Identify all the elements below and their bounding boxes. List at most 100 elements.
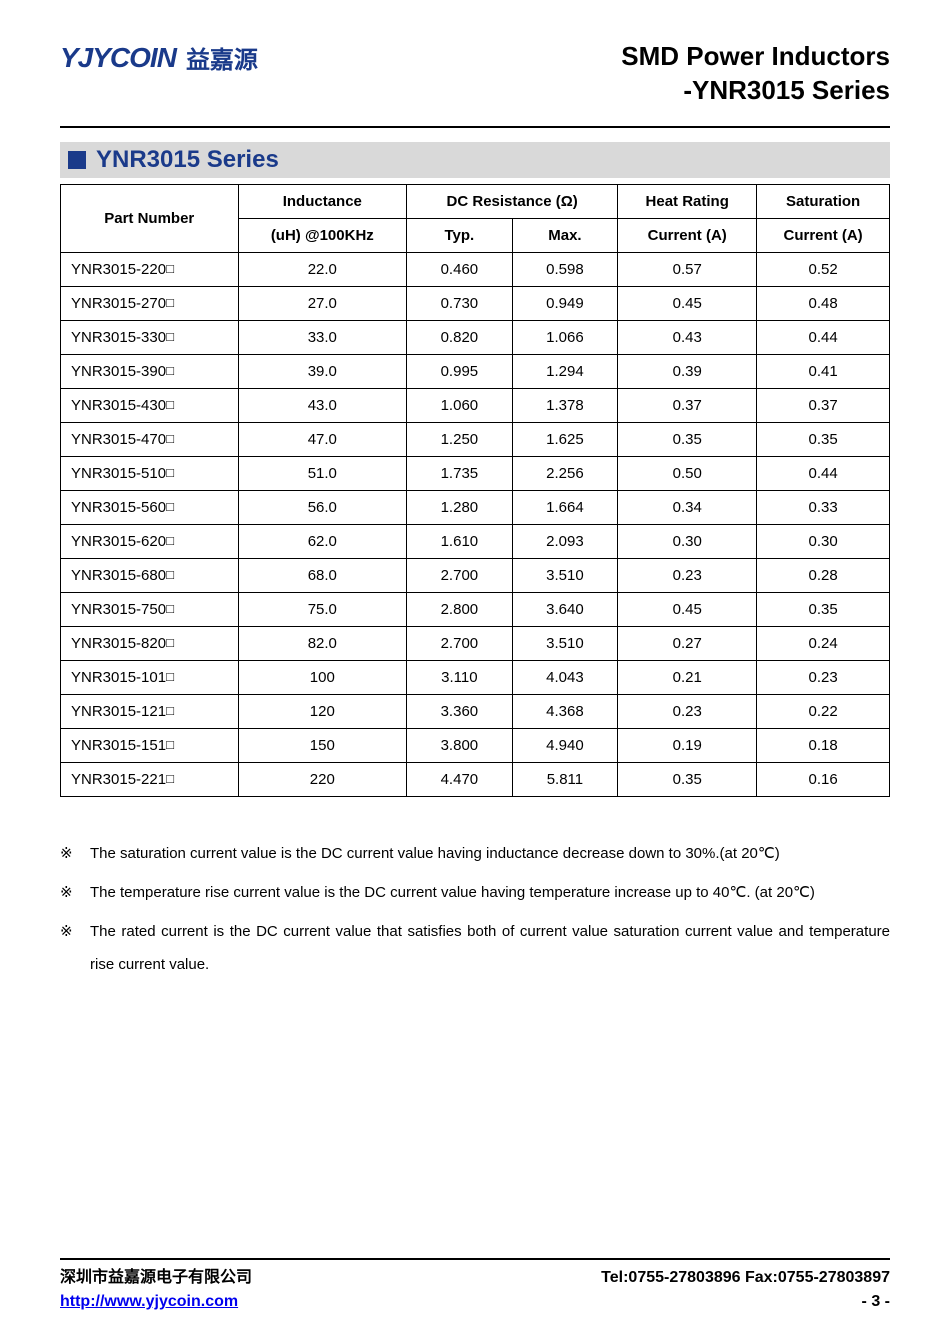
cell-part-number: YNR3015-121□	[61, 694, 239, 728]
footer-divider	[60, 1258, 890, 1260]
cell-heat: 0.23	[618, 694, 757, 728]
cell-typ: 0.820	[407, 320, 513, 354]
cell-typ: 2.800	[407, 592, 513, 626]
cell-ind: 27.0	[238, 286, 407, 320]
col-part-number: Part Number	[61, 184, 239, 252]
footer-page-number: - 3 -	[862, 1290, 890, 1314]
cell-sat: 0.33	[757, 490, 890, 524]
doc-title: SMD Power Inductors -YNR3015 Series	[621, 40, 890, 108]
cell-heat: 0.30	[618, 524, 757, 558]
note-item: ※The temperature rise current value is t…	[60, 876, 890, 909]
col-dcr-max: Max.	[512, 218, 618, 252]
cell-part-number: YNR3015-101□	[61, 660, 239, 694]
cell-heat: 0.35	[618, 762, 757, 796]
spec-table: Part Number Inductance DC Resistance (Ω)…	[60, 184, 890, 797]
header-divider	[60, 126, 890, 128]
cell-sat: 0.44	[757, 320, 890, 354]
cell-ind: 100	[238, 660, 407, 694]
cell-part-number: YNR3015-470□	[61, 422, 239, 456]
cell-ind: 47.0	[238, 422, 407, 456]
cell-heat: 0.45	[618, 592, 757, 626]
note-text: The saturation current value is the DC c…	[90, 837, 890, 870]
cell-heat: 0.27	[618, 626, 757, 660]
cell-ind: 56.0	[238, 490, 407, 524]
cell-part-number: YNR3015-750□	[61, 592, 239, 626]
cell-part-number: YNR3015-151□	[61, 728, 239, 762]
note-text: The rated current is the DC current valu…	[90, 915, 890, 981]
notes-section: ※ The saturation current value is the DC …	[60, 837, 890, 981]
cell-max: 1.066	[512, 320, 618, 354]
cell-max: 1.664	[512, 490, 618, 524]
cell-max: 3.510	[512, 626, 618, 660]
cell-sat: 0.22	[757, 694, 890, 728]
cell-max: 2.256	[512, 456, 618, 490]
cell-typ: 4.470	[407, 762, 513, 796]
cell-sat: 0.48	[757, 286, 890, 320]
table-row: YNR3015-750□75.02.8003.6400.450.35	[61, 592, 890, 626]
series-header-bar: YNR3015 Series	[60, 142, 890, 178]
cell-part-number: YNR3015-680□	[61, 558, 239, 592]
cell-ind: 39.0	[238, 354, 407, 388]
title-line-1: SMD Power Inductors	[621, 40, 890, 74]
cell-max: 4.043	[512, 660, 618, 694]
logo-cn: 益嘉源	[186, 40, 258, 75]
cell-typ: 1.250	[407, 422, 513, 456]
cell-max: 2.093	[512, 524, 618, 558]
cell-heat: 0.45	[618, 286, 757, 320]
table-row: YNR3015-620□62.01.6102.0930.300.30	[61, 524, 890, 558]
cell-max: 1.294	[512, 354, 618, 388]
cell-max: 0.949	[512, 286, 618, 320]
cell-typ: 1.060	[407, 388, 513, 422]
title-line-2: -YNR3015 Series	[621, 74, 890, 108]
cell-heat: 0.43	[618, 320, 757, 354]
note-mark: ※	[60, 915, 90, 981]
cell-part-number: YNR3015-510□	[61, 456, 239, 490]
footer-contact: Tel:0755-27803896 Fax:0755-27803897	[601, 1266, 890, 1290]
cell-typ: 3.800	[407, 728, 513, 762]
cell-typ: 0.460	[407, 252, 513, 286]
spec-table-body: YNR3015-220□22.00.4600.5980.570.52YNR301…	[61, 252, 890, 796]
cell-typ: 1.280	[407, 490, 513, 524]
cell-part-number: YNR3015-270□	[61, 286, 239, 320]
note-item: ※The saturation current value is the DC …	[60, 837, 890, 870]
table-row: YNR3015-510□51.01.7352.2560.500.44	[61, 456, 890, 490]
cell-max: 1.378	[512, 388, 618, 422]
spec-table-head: Part Number Inductance DC Resistance (Ω)…	[61, 184, 890, 252]
logo: YJYCOIN 益嘉源	[60, 40, 258, 75]
cell-typ: 2.700	[407, 626, 513, 660]
cell-typ: 1.610	[407, 524, 513, 558]
table-row: YNR3015-151□1503.8004.9400.190.18	[61, 728, 890, 762]
cell-max: 3.510	[512, 558, 618, 592]
cell-max: 1.625	[512, 422, 618, 456]
cell-ind: 120	[238, 694, 407, 728]
cell-typ: 3.360	[407, 694, 513, 728]
table-row: YNR3015-430□43.01.0601.3780.370.37	[61, 388, 890, 422]
col-heat-bottom: Current (A)	[618, 218, 757, 252]
col-dcr: DC Resistance (Ω)	[407, 184, 618, 218]
table-row: YNR3015-470□47.01.2501.6250.350.35	[61, 422, 890, 456]
page-footer: 深圳市益嘉源电子有限公司 Tel:0755-27803896 Fax:0755-…	[60, 1258, 890, 1314]
table-row: YNR3015-390□39.00.9951.2940.390.41	[61, 354, 890, 388]
page-header: YJYCOIN 益嘉源 SMD Power Inductors -YNR3015…	[60, 40, 890, 108]
table-row: YNR3015-270□27.00.7300.9490.450.48	[61, 286, 890, 320]
table-row: YNR3015-220□22.00.4600.5980.570.52	[61, 252, 890, 286]
footer-url-link[interactable]: http://www.yjycoin.com	[60, 1290, 238, 1314]
table-row: YNR3015-680□68.02.7003.5100.230.28	[61, 558, 890, 592]
table-row: YNR3015-820□82.02.7003.5100.270.24	[61, 626, 890, 660]
cell-sat: 0.35	[757, 422, 890, 456]
table-row: YNR3015-121□1203.3604.3680.230.22	[61, 694, 890, 728]
cell-heat: 0.39	[618, 354, 757, 388]
cell-sat: 0.18	[757, 728, 890, 762]
cell-heat: 0.34	[618, 490, 757, 524]
cell-typ: 0.730	[407, 286, 513, 320]
cell-typ: 0.995	[407, 354, 513, 388]
col-inductance-top: Inductance	[238, 184, 407, 218]
cell-sat: 0.24	[757, 626, 890, 660]
cell-typ: 3.110	[407, 660, 513, 694]
cell-sat: 0.37	[757, 388, 890, 422]
col-sat-top: Saturation	[757, 184, 890, 218]
cell-heat: 0.19	[618, 728, 757, 762]
table-row: YNR3015-221□2204.4705.8110.350.16	[61, 762, 890, 796]
footer-company: 深圳市益嘉源电子有限公司	[60, 1266, 252, 1290]
logo-text: YJYCOIN	[60, 42, 176, 74]
